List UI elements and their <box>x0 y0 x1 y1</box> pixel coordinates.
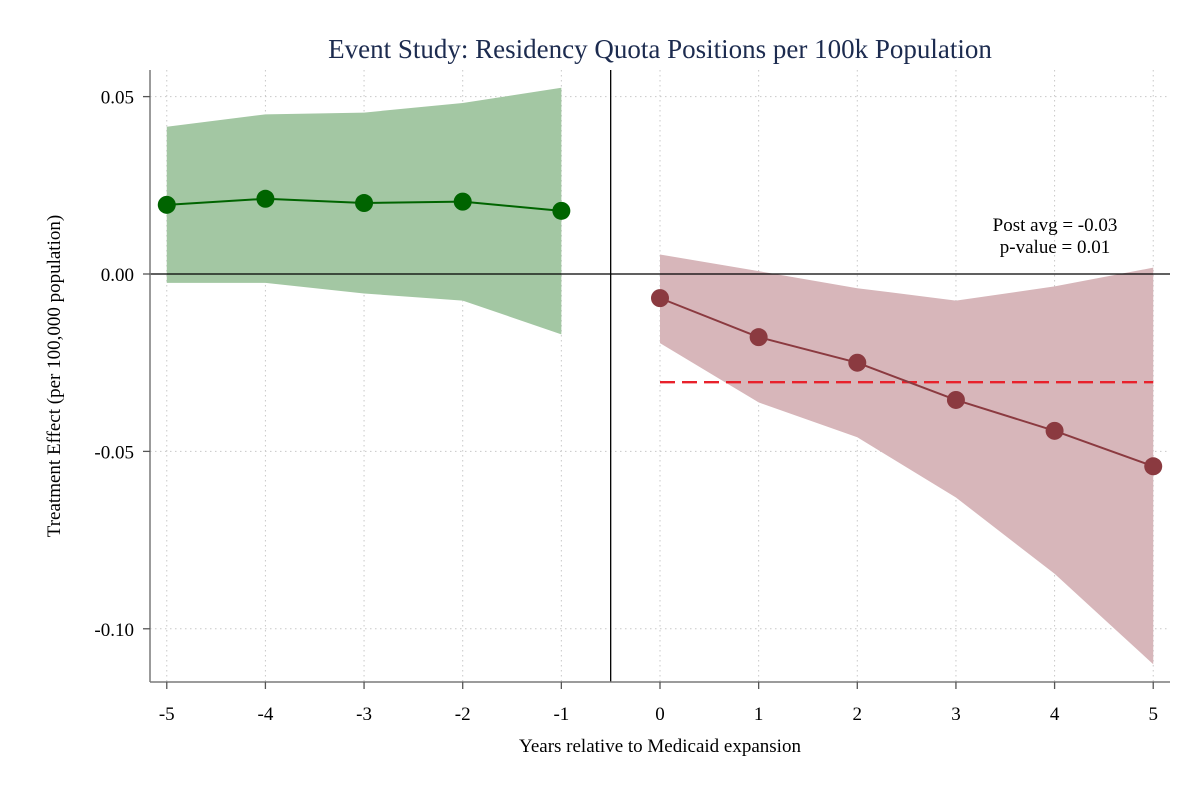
data-point <box>946 390 965 409</box>
x-tick-label: 5 <box>1148 704 1158 725</box>
x-tick-label: -1 <box>553 704 569 725</box>
annotation-p-value: p-value = 0.01 <box>1000 237 1110 258</box>
x-tick-label: 4 <box>1050 704 1060 725</box>
confidence-band <box>660 254 1154 665</box>
annotation-post-avg: Post avg = -0.03 <box>993 215 1118 236</box>
data-point <box>157 195 176 214</box>
data-point <box>848 353 867 372</box>
x-tick-label: -5 <box>159 704 175 725</box>
y-tick-label: -0.10 <box>94 620 134 641</box>
x-tick-label: 0 <box>655 704 665 725</box>
y-tick-label: -0.05 <box>94 442 134 463</box>
data-point <box>355 194 374 213</box>
series-line <box>659 297 1154 468</box>
chart-title: Event Study: Residency Quota Positions p… <box>328 34 992 64</box>
data-point <box>1045 421 1064 440</box>
x-tick-label: -3 <box>356 704 372 725</box>
x-tick-label: -2 <box>455 704 471 725</box>
x-axis-label: Years relative to Medicaid expansion <box>519 736 801 757</box>
data-point <box>1144 457 1163 476</box>
x-tick-label: 1 <box>754 704 764 725</box>
data-point <box>453 192 472 211</box>
data-point <box>749 328 768 347</box>
data-point <box>256 189 275 208</box>
y-tick-label: 0.00 <box>101 265 134 286</box>
data-point <box>651 289 669 308</box>
x-tick-label: 2 <box>853 704 863 725</box>
y-axis-label: Treatment Effect (per 100,000 population… <box>44 215 65 537</box>
x-tick-label: 3 <box>951 704 961 725</box>
y-tick-label: 0.05 <box>101 88 134 109</box>
data-point <box>552 201 571 220</box>
x-tick-label: -4 <box>258 704 274 725</box>
